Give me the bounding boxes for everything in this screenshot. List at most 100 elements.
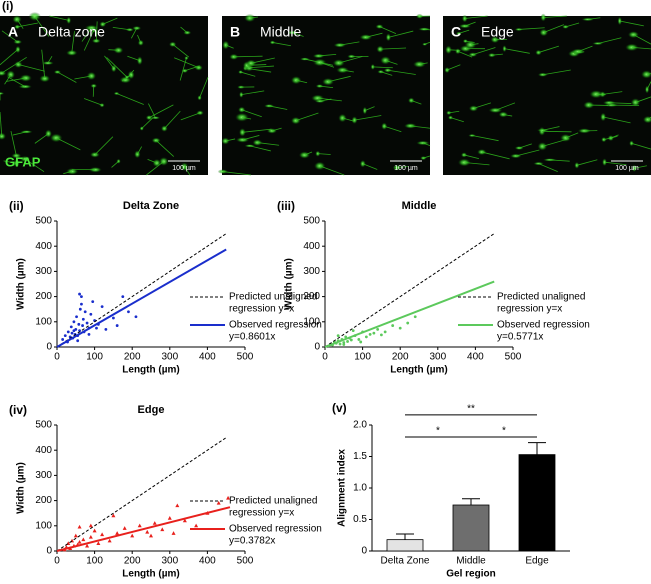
process xyxy=(0,49,19,66)
point xyxy=(391,324,395,327)
point xyxy=(115,531,120,535)
point xyxy=(368,333,372,336)
point xyxy=(77,322,81,326)
panel-label: (iv) xyxy=(9,403,27,417)
process xyxy=(587,17,601,20)
process xyxy=(249,145,271,152)
scale-label: 100 µm xyxy=(394,165,418,172)
process xyxy=(317,153,331,155)
process xyxy=(241,116,252,120)
process xyxy=(240,71,256,77)
point xyxy=(80,302,83,306)
x-axis-label: Length (µm) xyxy=(122,569,179,580)
y-tick-label: 0.5 xyxy=(353,514,367,525)
legend-label: y=0.3782x xyxy=(229,536,275,547)
point xyxy=(88,534,93,539)
process xyxy=(515,149,540,157)
point xyxy=(111,513,116,518)
process xyxy=(364,106,375,111)
process xyxy=(180,112,201,121)
y-tick-label: 1.0 xyxy=(353,483,367,494)
point xyxy=(75,315,78,319)
process xyxy=(296,79,308,84)
regression-line xyxy=(56,248,227,348)
point xyxy=(104,327,108,331)
legend-label: Observed regression xyxy=(229,320,322,331)
process xyxy=(633,34,651,45)
point xyxy=(76,339,80,343)
process xyxy=(646,81,651,90)
process xyxy=(130,27,138,39)
point xyxy=(160,527,165,532)
process xyxy=(388,30,414,38)
point xyxy=(72,329,76,333)
legend-label: y=0.5771x xyxy=(497,332,543,343)
cell xyxy=(180,162,189,172)
x-tick-label: 100 xyxy=(86,556,103,567)
point xyxy=(72,320,76,324)
y-axis-label: Width (µm) xyxy=(284,258,295,310)
process xyxy=(338,56,363,64)
x-tick-label: Delta Zone xyxy=(381,556,430,567)
y-axis-label: Width (µm) xyxy=(16,258,27,310)
legend-label: regression y=x xyxy=(229,508,294,519)
regression-line xyxy=(56,233,227,348)
point xyxy=(194,523,199,528)
point xyxy=(88,523,93,528)
process xyxy=(0,111,3,137)
bar xyxy=(518,454,556,552)
process xyxy=(604,161,627,166)
x-tick-label: 0 xyxy=(54,556,60,567)
process xyxy=(1,30,18,43)
legend-label: Predicted unaligned xyxy=(497,292,585,303)
point xyxy=(357,338,361,341)
process xyxy=(327,75,351,83)
process xyxy=(47,55,53,64)
cell xyxy=(375,24,384,29)
y-tick-label: 0 xyxy=(46,342,52,353)
y-tick-label: 200 xyxy=(303,291,320,302)
process xyxy=(174,57,199,69)
point xyxy=(91,300,95,304)
process xyxy=(6,77,26,82)
point xyxy=(137,523,142,528)
process xyxy=(1,57,27,74)
point xyxy=(398,326,402,330)
image-letter: A xyxy=(8,24,18,40)
process xyxy=(446,64,461,71)
process xyxy=(63,171,73,175)
process xyxy=(365,32,383,38)
process xyxy=(10,131,17,156)
x-tick-label: 0 xyxy=(54,352,60,363)
point xyxy=(167,516,172,520)
process xyxy=(180,26,188,33)
process xyxy=(249,65,274,69)
chart-title: Edge xyxy=(138,404,165,416)
legend-label: Predicted unaligned xyxy=(229,292,317,303)
y-tick-label: 100 xyxy=(35,520,52,531)
x-tick-label: 400 xyxy=(199,556,216,567)
process xyxy=(233,55,263,58)
process xyxy=(542,126,560,131)
process xyxy=(619,20,644,27)
image-letter: B xyxy=(230,24,240,40)
process xyxy=(319,62,335,68)
process xyxy=(380,71,393,76)
cell xyxy=(642,115,651,124)
cell xyxy=(298,151,311,159)
cell xyxy=(468,133,476,138)
process xyxy=(116,93,144,105)
point xyxy=(81,317,85,321)
y-tick-label: 500 xyxy=(35,216,52,227)
micrograph xyxy=(0,16,208,175)
point xyxy=(69,325,73,329)
y-tick-label: 400 xyxy=(303,241,320,252)
process xyxy=(549,159,570,162)
legend-label: Observed regression xyxy=(229,524,322,535)
point xyxy=(346,340,349,343)
process xyxy=(141,117,153,129)
process xyxy=(295,112,319,122)
point xyxy=(338,342,342,346)
cell xyxy=(602,100,616,106)
process xyxy=(249,16,258,19)
